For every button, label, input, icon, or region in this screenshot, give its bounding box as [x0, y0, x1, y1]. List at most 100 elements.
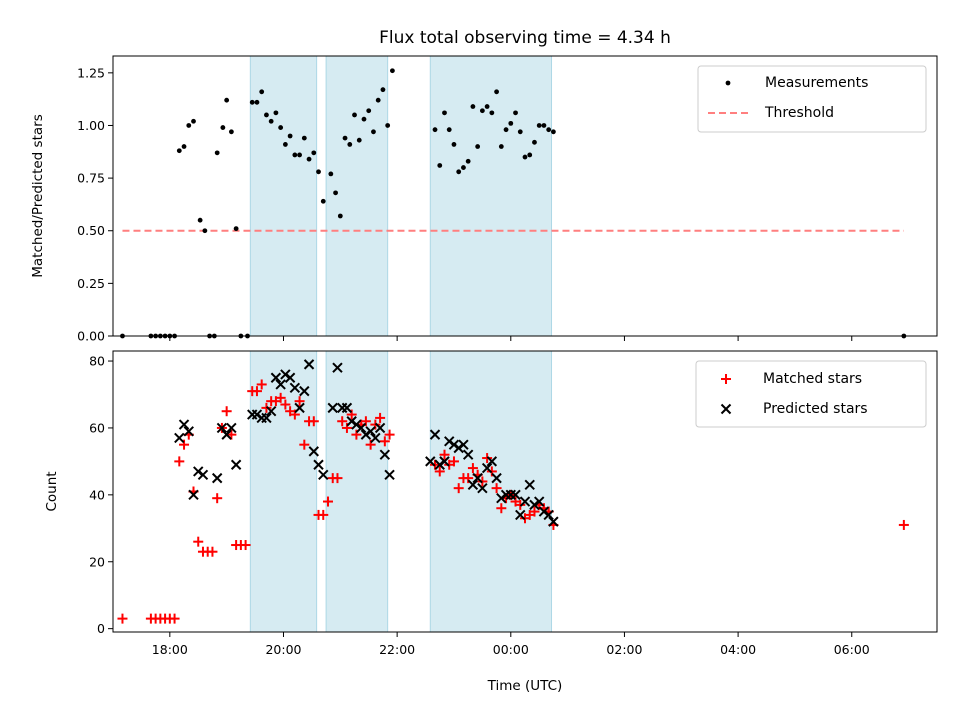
matched-star-point: [179, 439, 190, 450]
y-tick-label: 20: [89, 554, 105, 569]
predicted-star-point: [519, 496, 531, 507]
ratio-x-ticks: [169, 336, 853, 341]
matched-star-point: [294, 396, 305, 407]
measurement-point: [214, 150, 220, 156]
predicted-star-point: [211, 472, 223, 484]
predicted-x-b: [211, 472, 223, 484]
predicted-star-point: [332, 362, 343, 373]
predicted-x-b: [313, 459, 324, 470]
predicted-x-b: [284, 372, 296, 383]
predicted-x-b: [491, 472, 502, 484]
y-tick-label: 0.50: [77, 223, 105, 238]
measurement-point: [446, 127, 452, 133]
measurement-point: [361, 116, 367, 122]
measurement-point: [176, 148, 182, 154]
predicted-star-point: [365, 426, 376, 437]
predicted-star-point: [303, 359, 315, 370]
measurement-point: [197, 217, 203, 223]
predicted-star-point: [327, 402, 338, 414]
predicted-x-b: [548, 516, 559, 527]
measurement-point: [475, 144, 481, 149]
predicted-x-b: [355, 422, 367, 434]
predicted-star-point: [524, 479, 535, 491]
predicted-star-point: [226, 422, 237, 434]
measurement-point: [224, 97, 230, 103]
measurement-point: [451, 142, 457, 147]
predicted-x-b: [341, 402, 353, 414]
matched-star-point: [448, 456, 459, 467]
predicted-star-point: [221, 429, 232, 440]
legend-label-threshold: Threshold: [764, 105, 834, 121]
measurement-point: [259, 89, 265, 95]
predicted-x-b: [178, 419, 190, 430]
legend-label-matched: Matched stars: [763, 371, 862, 387]
measurement-point: [508, 120, 514, 126]
measurement-point: [297, 152, 302, 158]
legend-marker-predicted: [720, 403, 732, 415]
predicted-star-point: [467, 479, 479, 491]
measurement-point: [249, 99, 255, 105]
measurement-point: [513, 110, 518, 116]
measurement-point: [347, 142, 353, 147]
predicted-x-b: [458, 439, 469, 450]
predicted-x-b: [270, 372, 282, 383]
measurement-point: [181, 144, 187, 149]
predicted-star-point: [458, 439, 469, 450]
predicted-x-b: [481, 462, 493, 474]
predicted-star-point: [174, 432, 185, 444]
matched-star-point: [384, 429, 395, 440]
observing-span: [429, 350, 553, 633]
measurement-point: [494, 89, 499, 95]
predicted-x-b: [289, 382, 301, 394]
predicted-x-b: [439, 456, 450, 467]
measurement-point: [461, 165, 466, 170]
matched-star-point: [275, 392, 286, 403]
matched-star-point: [332, 473, 343, 484]
predicted-x-b: [462, 449, 474, 460]
matched-stars-points: [117, 379, 909, 624]
matched-star-point: [318, 509, 329, 520]
predicted-x-b: [327, 402, 338, 414]
predicted-star-point: [216, 422, 228, 434]
measurement-point: [489, 110, 495, 116]
measurement-point: [366, 108, 372, 114]
predicted-star-point: [429, 429, 441, 440]
predicted-x-b: [365, 426, 376, 437]
measurement-point: [541, 123, 547, 128]
predicted-x-b: [230, 459, 242, 470]
y-tick-label: 0.75: [77, 171, 105, 186]
y-tick-label: 1.00: [77, 118, 105, 133]
legend-marker-matched: [721, 374, 731, 384]
legend-marker-measurements: [725, 80, 731, 86]
y-tick-label: 0.25: [77, 276, 105, 291]
predicted-x-b: [486, 456, 498, 467]
measurement-point: [385, 123, 391, 128]
matched-star-point: [207, 546, 218, 557]
matched-star-point: [212, 493, 223, 504]
predicted-star-point: [178, 419, 190, 430]
predicted-x-b: [472, 472, 483, 484]
predicted-star-point: [275, 379, 286, 390]
matched-star-point: [337, 416, 348, 427]
predicted-x-b: [543, 509, 554, 521]
matched-star-point: [221, 406, 232, 417]
measurement-point: [191, 118, 196, 124]
measurement-point: [465, 158, 471, 164]
count-y-axis-label: Count: [44, 471, 60, 511]
matched-star-point: [308, 416, 319, 427]
y-tick-label: 0.00: [77, 329, 105, 344]
matched-star-point: [529, 506, 540, 517]
count-legend: Matched stars Predicted stars: [695, 360, 927, 428]
observing-spans-bottom: [249, 350, 553, 633]
predicted-x-b: [261, 412, 272, 424]
measurement-point: [456, 169, 462, 175]
measurement-point: [306, 156, 312, 162]
measurement-points: [120, 68, 907, 339]
measurement-point: [522, 154, 528, 160]
measurement-point: [220, 125, 226, 130]
predicted-star-point: [183, 426, 194, 437]
matched-star-point: [117, 613, 128, 624]
predicted-star-point: [230, 459, 242, 470]
matched-star-point: [299, 439, 310, 450]
predicted-star-point: [313, 459, 324, 470]
